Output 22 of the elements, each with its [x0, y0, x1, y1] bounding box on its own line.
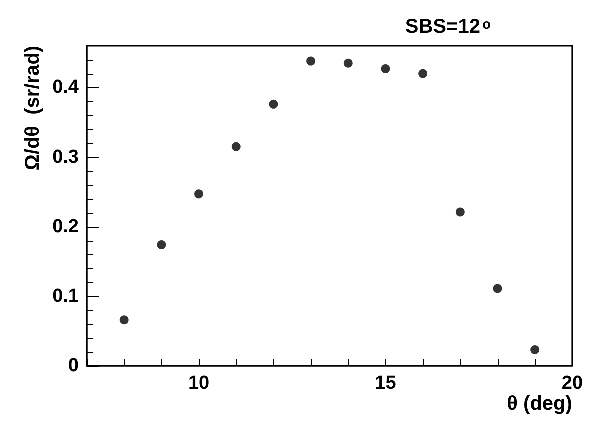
y-tick-label: 0.3	[52, 146, 79, 168]
point	[530, 346, 540, 354]
x-tick-label: 20	[562, 373, 584, 394]
y-tick-label: 0	[68, 356, 79, 376]
y-tick-label: 0.4	[52, 77, 80, 98]
point	[157, 240, 166, 250]
x-tick-label: 10	[188, 373, 210, 394]
point	[493, 284, 502, 294]
y-axis-title: Ω/dθ (sr/rad)	[22, 46, 44, 171]
point	[344, 58, 353, 68]
y-tick-label: 0.1	[52, 286, 80, 307]
point	[194, 190, 204, 199]
point	[120, 316, 129, 325]
x-tick-label: 15	[375, 373, 397, 394]
point	[269, 100, 278, 109]
point	[456, 208, 465, 217]
point	[306, 56, 316, 66]
point	[381, 64, 390, 74]
x-axis-title: θ (deg)	[507, 393, 572, 415]
point	[232, 142, 241, 152]
point	[418, 69, 428, 78]
y-tick-label: 0.2	[52, 216, 79, 238]
